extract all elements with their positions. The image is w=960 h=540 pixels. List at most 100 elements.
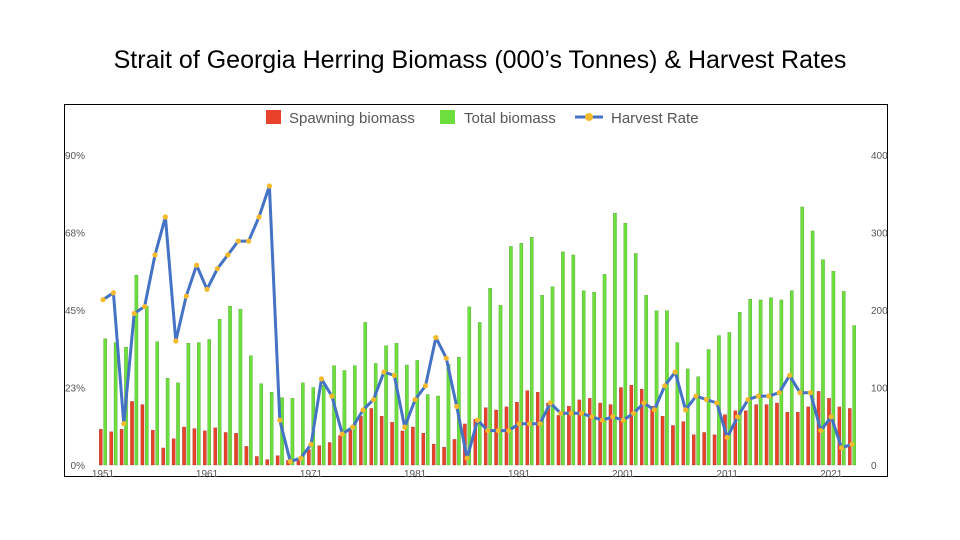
harvest-rate-point (682, 407, 689, 413)
harvest-rate-point (641, 400, 647, 406)
bar-total-biomass (800, 206, 804, 466)
bar-total-biomass (207, 339, 211, 466)
harvest-rate-point (225, 252, 231, 258)
bar-spawning-biomass (681, 421, 686, 466)
harvest-rate-point (433, 334, 439, 341)
harvest-rate-point (568, 410, 574, 416)
bar-spawning-biomass (140, 404, 145, 466)
harvest-rate-point (703, 396, 709, 403)
bar-spawning-biomass (234, 433, 238, 466)
harvest-rate-point (620, 417, 626, 423)
bar-total-biomass (134, 274, 139, 466)
harvest-rate-point (173, 338, 179, 344)
bar-spawning-biomass (182, 426, 186, 466)
bar-total-biomass (353, 365, 357, 466)
bar-total-biomass (633, 253, 638, 466)
bar-spawning-biomass (452, 439, 457, 466)
bar-total-biomass (498, 305, 503, 466)
harvest-rate-point (599, 417, 605, 423)
x-tick-label: 1981 (404, 469, 427, 478)
bar-total-biomass (758, 299, 763, 466)
harvest-rate-point (693, 393, 699, 399)
bar-total-biomass (561, 251, 565, 466)
bar-spawning-biomass (369, 408, 374, 466)
bar-total-biomass (155, 341, 159, 466)
bar-spawning-biomass (151, 429, 155, 466)
bar-spawning-biomass (504, 406, 509, 466)
legend-swatch-spawning-biomass (266, 110, 281, 124)
harvest-rate-point (162, 214, 169, 220)
bar-total-biomass (363, 322, 368, 466)
bar-spawning-biomass (400, 430, 405, 466)
x-tick-label: 2021 (820, 469, 843, 478)
bar-total-biomass (342, 370, 347, 466)
harvest-rate-point (204, 286, 210, 292)
bar-spawning-biomass (338, 435, 342, 466)
bar-spawning-biomass (764, 404, 769, 466)
harvest-rate-point (776, 390, 782, 396)
bar-total-biomass (831, 271, 836, 466)
bar-spawning-biomass (775, 402, 779, 466)
bar-total-biomass (727, 332, 732, 466)
bar-spawning-biomass (171, 438, 176, 466)
bar-spawning-biomass (192, 428, 197, 466)
bar-spawning-biomass (556, 415, 561, 466)
bar-total-biomass (249, 355, 253, 466)
bar-spawning-biomass (203, 430, 207, 466)
harvest-rate-point (121, 421, 127, 427)
bar-spawning-biomass (327, 442, 332, 466)
harvest-rate-point (724, 434, 730, 441)
harvest-rate-point (298, 455, 304, 461)
bar-total-biomass (269, 391, 274, 466)
harvest-rate-point (412, 396, 418, 403)
bar-spawning-biomass (577, 399, 582, 466)
bar-spawning-biomass (629, 385, 634, 466)
bar-total-biomass (228, 305, 232, 466)
harvest-rate-point (516, 421, 522, 427)
bar-total-biomass (301, 382, 305, 466)
bar-spawning-biomass (244, 446, 249, 466)
bar-spawning-biomass (515, 402, 519, 466)
bar-spawning-biomass (223, 432, 228, 466)
bar-total-biomass (852, 325, 856, 466)
y-right-tick-label: 300 (871, 229, 888, 240)
bar-spawning-biomass (317, 445, 322, 466)
bar-total-biomass (654, 310, 659, 466)
y-left-tick-label: 90% (65, 151, 85, 162)
harvest-rate-point (110, 290, 117, 296)
bar-spawning-biomass (161, 447, 165, 466)
harvest-rate-point (422, 383, 429, 389)
harvest-rate-point (755, 393, 761, 399)
bar-spawning-biomass (754, 404, 758, 466)
harvest-rate-point (818, 427, 824, 434)
harvest-rate-point (745, 396, 751, 403)
legend-swatch-total-biomass (440, 110, 455, 124)
bar-total-biomass (415, 360, 420, 466)
bar-spawning-biomass (827, 398, 831, 466)
y-left-tick-label: 45% (65, 306, 85, 317)
harvest-rate-point (526, 421, 533, 427)
harvest-rate-point (495, 427, 501, 434)
harvest-rate-point (849, 441, 855, 447)
harvest-rate-point (464, 455, 470, 461)
bar-total-biomass (373, 363, 378, 466)
x-tick-label: 1951 (92, 469, 115, 478)
bar-total-biomass (321, 385, 326, 466)
bar-total-biomass (717, 335, 721, 466)
bar-spawning-biomass (692, 434, 696, 466)
harvest-rate-point (766, 393, 772, 399)
bar-total-biomass (675, 342, 680, 466)
harvest-rate-point (266, 183, 273, 189)
bar-spawning-biomass (806, 406, 810, 466)
bar-total-biomass (332, 365, 336, 466)
bar-spawning-biomass (390, 422, 394, 466)
harvest-rate-point (329, 393, 335, 399)
harvest-rate-point (183, 293, 189, 299)
y-left-tick-label: 68% (65, 229, 85, 240)
bar-total-biomass (602, 274, 607, 466)
bar-spawning-biomass (119, 429, 124, 466)
bar-spawning-biomass (619, 387, 623, 466)
bar-total-biomass (217, 319, 222, 466)
harvest-rate-point (339, 431, 345, 437)
harvest-rate-point (558, 410, 564, 416)
